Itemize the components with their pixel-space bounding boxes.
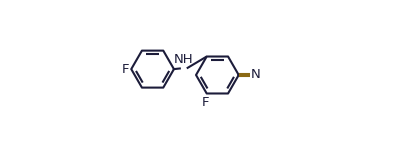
Text: NH: NH [174, 53, 193, 66]
Text: F: F [122, 63, 130, 76]
Text: F: F [202, 96, 210, 110]
Text: N: N [251, 69, 261, 81]
